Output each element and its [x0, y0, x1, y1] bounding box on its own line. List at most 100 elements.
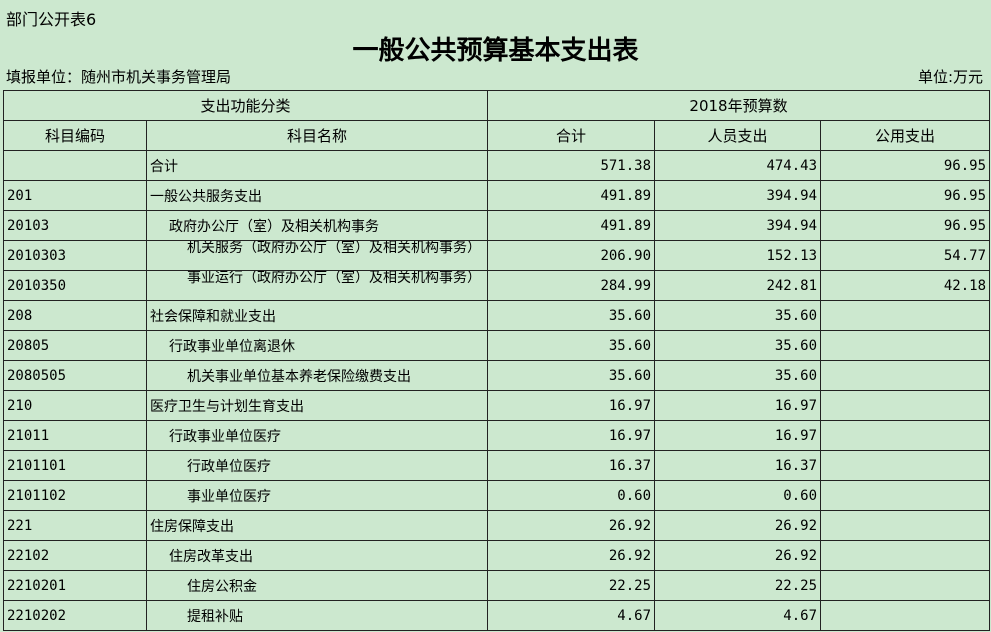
header-function-class: 支出功能分类	[2, 90, 489, 121]
cell-public[interactable]	[820, 420, 991, 451]
table-row: 20805 行政事业单位离退休 35.60 35.60	[3, 330, 991, 361]
cell-public[interactable]	[820, 540, 991, 571]
cell-name[interactable]: 机关服务（政府办公厅（室）及相关机构事务）	[145, 240, 489, 271]
cell-name[interactable]: 一般公共服务支出	[145, 180, 489, 211]
cell-code[interactable]: 2210201	[3, 570, 147, 601]
cell-personnel[interactable]: 0.60	[654, 480, 822, 511]
cell-personnel[interactable]: 16.97	[654, 390, 822, 421]
cell-name[interactable]: 行政单位医疗	[145, 450, 489, 481]
cell-total[interactable]: 571.38	[487, 150, 656, 181]
cell-public[interactable]: 96.95	[820, 180, 991, 211]
header-public: 公用支出	[820, 120, 991, 151]
table-row: 20103 政府办公厅（室）及相关机构事务 491.89 394.94 96.95	[3, 210, 991, 241]
cell-code[interactable]: 20103	[3, 210, 147, 241]
cell-public[interactable]	[820, 390, 991, 421]
cell-name[interactable]: 行政事业单位离退休	[145, 330, 489, 361]
cell-personnel[interactable]: 394.94	[654, 180, 822, 211]
cell-personnel[interactable]: 474.43	[654, 150, 822, 181]
cell-total[interactable]: 22.25	[487, 570, 656, 601]
cell-personnel[interactable]: 16.37	[654, 450, 822, 481]
cell-public[interactable]	[820, 360, 991, 391]
cell-code[interactable]: 22102	[3, 540, 147, 571]
cell-public[interactable]	[820, 480, 991, 511]
cell-public[interactable]	[820, 570, 991, 601]
cell-total[interactable]: 491.89	[487, 180, 656, 211]
cell-code[interactable]: 2080505	[3, 360, 147, 391]
cell-name[interactable]: 政府办公厅（室）及相关机构事务	[145, 210, 489, 241]
cell-total[interactable]: 4.67	[487, 600, 656, 631]
cell-personnel[interactable]: 26.92	[654, 510, 822, 541]
cell-total[interactable]: 35.60	[487, 300, 656, 331]
cell-total[interactable]: 284.99	[487, 270, 656, 301]
cell-public[interactable]	[820, 330, 991, 361]
cell-code[interactable]	[3, 150, 147, 181]
table-row: 2010303 机关服务（政府办公厅（室）及相关机构事务） 206.90 152.13…	[3, 240, 991, 271]
page-title: 一般公共预算基本支出表	[352, 36, 639, 66]
cell-code[interactable]: 2010350	[3, 270, 147, 301]
cell-public[interactable]: 96.95	[820, 150, 991, 181]
cell-total[interactable]: 16.97	[487, 390, 656, 421]
cell-total[interactable]: 26.92	[487, 540, 656, 571]
cell-name[interactable]: 事业单位医疗	[145, 480, 489, 511]
cell-personnel[interactable]: 242.81	[654, 270, 822, 301]
cell-total[interactable]: 0.60	[487, 480, 656, 511]
table-row: 2101102 事业单位医疗 0.60 0.60	[3, 480, 991, 511]
cell-code[interactable]: 20805	[3, 330, 147, 361]
header-total: 合计	[487, 120, 656, 151]
cell-code[interactable]: 221	[3, 510, 147, 541]
cell-total[interactable]: 206.90	[487, 240, 656, 271]
budget-table: 支出功能分类 2018年预算数 科目编码 科目名称 合计 人员支出 公用支出 合…	[2, 90, 991, 631]
unit-row: 填报单位：随州市机关事务管理局 单位:万元	[6, 66, 983, 87]
cell-public[interactable]: 96.95	[820, 210, 991, 241]
cell-code[interactable]: 2010303	[3, 240, 147, 271]
cell-code[interactable]: 2101102	[3, 480, 147, 511]
cell-public[interactable]	[820, 450, 991, 481]
cell-name-text: 机关事业单位基本养老保险缴费支出	[187, 368, 411, 385]
cell-public[interactable]: 42.18	[820, 270, 991, 301]
cell-name[interactable]: 住房公积金	[145, 570, 489, 601]
cell-name[interactable]: 提租补贴	[145, 600, 489, 631]
header-row: 科目编码 科目名称 合计 人员支出 公用支出	[3, 120, 991, 151]
cell-code[interactable]: 201	[3, 180, 147, 211]
cell-personnel[interactable]: 16.97	[654, 420, 822, 451]
cell-name[interactable]: 机关事业单位基本养老保险缴费支出	[145, 360, 489, 391]
cell-public[interactable]	[820, 510, 991, 541]
cell-name[interactable]: 住房保障支出	[145, 510, 489, 541]
cell-personnel[interactable]: 152.13	[654, 240, 822, 271]
cell-personnel[interactable]: 4.67	[654, 600, 822, 631]
cell-name-text: 行政单位医疗	[187, 458, 271, 475]
reporting-unit: 填报单位：随州市机关事务管理局	[6, 68, 232, 86]
cell-code[interactable]: 208	[3, 300, 147, 331]
cell-name[interactable]: 医疗卫生与计划生育支出	[145, 390, 489, 421]
cell-name-text: 行政事业单位离退休	[169, 338, 295, 355]
table-row: 2210201 住房公积金 22.25 22.25	[3, 570, 991, 601]
cell-name-text: 一般公共服务支出	[150, 188, 262, 205]
cell-code[interactable]: 21011	[3, 420, 147, 451]
cell-public[interactable]	[820, 600, 991, 631]
cell-name[interactable]: 行政事业单位医疗	[145, 420, 489, 451]
cell-name[interactable]: 合计	[145, 150, 489, 181]
cell-name-text: 机关服务（政府办公厅（室）及相关机构事务）	[187, 241, 481, 256]
cell-personnel[interactable]: 35.60	[654, 360, 822, 391]
cell-total[interactable]: 35.60	[487, 330, 656, 361]
cell-public[interactable]	[820, 300, 991, 331]
cell-total[interactable]: 35.60	[487, 360, 656, 391]
cell-total[interactable]: 491.89	[487, 210, 656, 241]
table-row: 210 医疗卫生与计划生育支出 16.97 16.97	[3, 390, 991, 421]
cell-name-text: 住房公积金	[187, 578, 257, 595]
cell-personnel[interactable]: 35.60	[654, 300, 822, 331]
cell-name[interactable]: 住房改革支出	[145, 540, 489, 571]
cell-total[interactable]: 16.97	[487, 420, 656, 451]
cell-code[interactable]: 2101101	[3, 450, 147, 481]
cell-code[interactable]: 210	[3, 390, 147, 421]
cell-total[interactable]: 26.92	[487, 510, 656, 541]
cell-public[interactable]: 54.77	[820, 240, 991, 271]
cell-name[interactable]: 社会保障和就业支出	[145, 300, 489, 331]
cell-name[interactable]: 事业运行（政府办公厅（室）及相关机构事务）	[145, 270, 489, 301]
cell-total[interactable]: 16.37	[487, 450, 656, 481]
cell-personnel[interactable]: 35.60	[654, 330, 822, 361]
cell-personnel[interactable]: 22.25	[654, 570, 822, 601]
cell-personnel[interactable]: 394.94	[654, 210, 822, 241]
cell-code[interactable]: 2210202	[3, 600, 147, 631]
cell-personnel[interactable]: 26.92	[654, 540, 822, 571]
